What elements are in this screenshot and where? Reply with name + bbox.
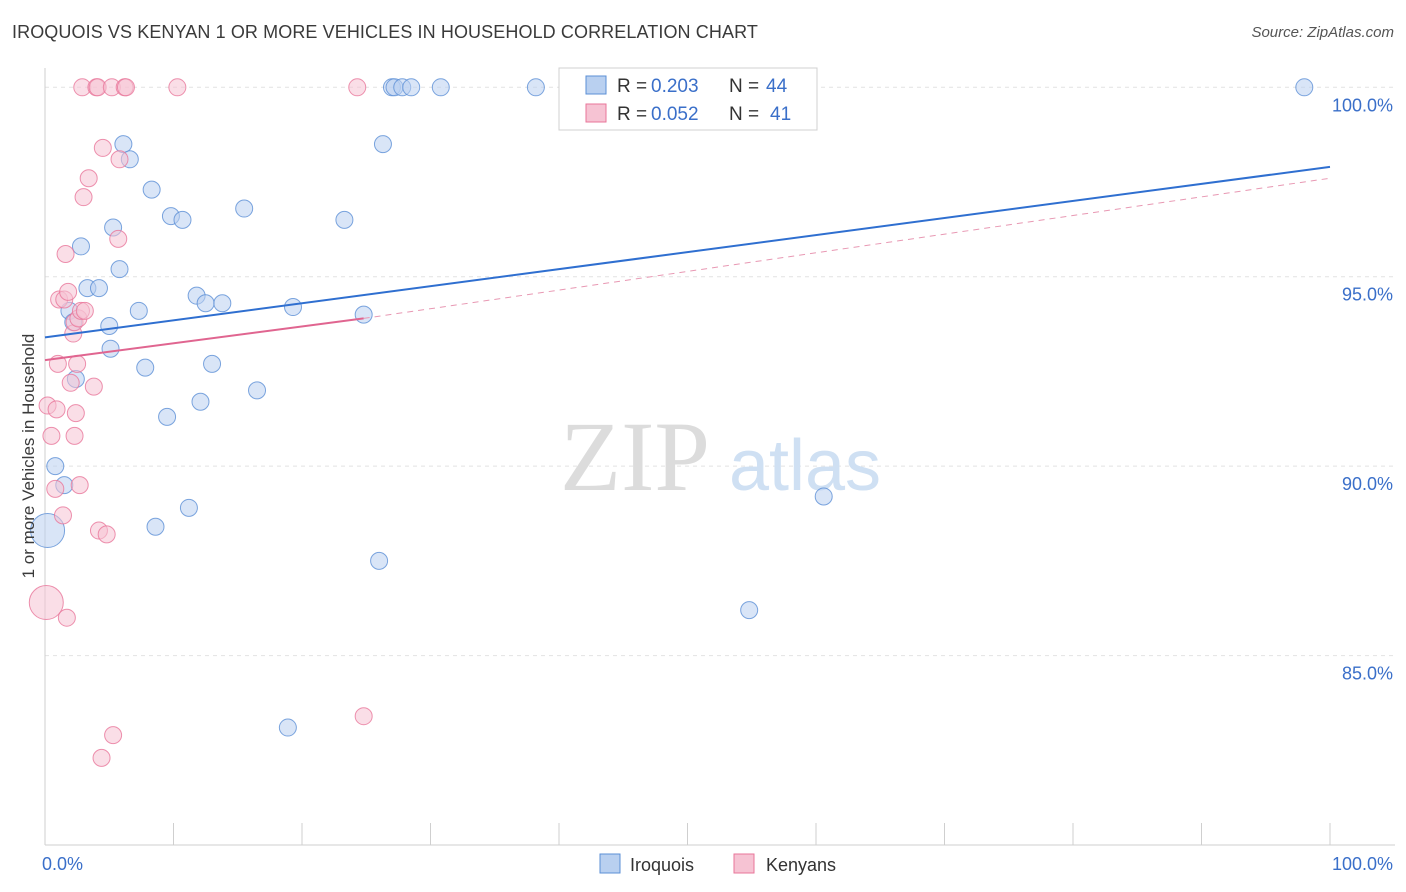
iroquois-point-25 [196, 294, 215, 313]
iroquois-point-34 [370, 551, 389, 570]
bottom-legend-label-iroquois: Iroquois [630, 855, 694, 875]
iroquois-point-24 [191, 392, 210, 411]
legend-r-label-kenyans: R = [617, 104, 647, 125]
kenyans-point-0 [28, 585, 64, 621]
kenyans-point-23 [75, 301, 94, 320]
kenyans-point-15 [65, 426, 84, 445]
kenyans-point-31 [97, 525, 116, 544]
y-tick-label-2: 90.0% [1342, 474, 1393, 494]
iroquois-point-40 [431, 78, 450, 97]
iroquois-point-22 [179, 498, 198, 517]
iroquois-point-1 [46, 457, 65, 476]
kenyans-point-16 [66, 404, 85, 423]
iroquois-point-35 [373, 135, 392, 154]
y-tick-label-1: 95.0% [1342, 285, 1393, 305]
legend-swatch-iroquois [585, 75, 607, 95]
iroquois-point-10 [101, 339, 120, 358]
kenyans-point-22 [74, 188, 93, 207]
legend-r-value-kenyans: 0.052 [651, 104, 699, 125]
legend-r-label-iroquois: R = [617, 76, 647, 97]
kenyans-point-3 [46, 479, 65, 498]
kenyans-point-2 [42, 426, 61, 445]
iroquois-point-0 [30, 513, 66, 549]
kenyans-point-37 [116, 78, 135, 97]
x-tick-label-0: 0.0% [42, 854, 83, 874]
iroquois-point-44 [1295, 78, 1314, 97]
kenyans-point-34 [109, 229, 128, 248]
x-tick-labels: 0.0% 100.0% [42, 854, 1393, 874]
iroquois-point-13 [114, 135, 133, 154]
series-legend: Iroquois Kenyans [599, 853, 836, 875]
kenyans-trend-extension [363, 177, 1331, 319]
iroquois-point-43 [814, 487, 833, 506]
kenyans-point-39 [348, 78, 367, 97]
iroquois-point-30 [278, 718, 297, 737]
iroquois-point-39 [402, 78, 421, 97]
kenyans-point-11 [59, 282, 78, 301]
kenyans-point-24 [79, 169, 98, 188]
iroquois-point-33 [354, 305, 373, 324]
y-tick-labels: 100.0% 95.0% 90.0% 85.0% [1332, 95, 1393, 683]
legend-n-label-iroquois: N = [729, 76, 759, 97]
iroquois-point-27 [213, 294, 232, 313]
source-label: Source: ZipAtlas.com [1251, 24, 1394, 41]
iroquois-point-31 [284, 298, 303, 317]
iroquois-point-12 [110, 260, 129, 279]
kenyans-point-4 [47, 400, 66, 419]
legend-r-value-iroquois: 0.203 [651, 76, 699, 97]
y-axis-label: 1 or more Vehicles in Household [19, 334, 38, 579]
kenyans-point-12 [61, 373, 80, 392]
iroquois-point-17 [142, 180, 161, 199]
chart-title: IROQUOIS VS KENYAN 1 OR MORE VEHICLES IN… [12, 22, 758, 42]
legend-swatch-kenyans [585, 103, 607, 123]
kenyans-point-9 [56, 245, 75, 263]
gridlines [45, 86, 1395, 657]
bottom-legend-label-kenyans: Kenyans [766, 855, 836, 875]
kenyans-point-7 [53, 506, 72, 525]
iroquois-point-18 [146, 517, 165, 536]
bottom-legend-swatch-iroquois [599, 853, 621, 874]
iroquois-point-41 [526, 78, 545, 97]
kenyans-trend-line [44, 317, 364, 362]
kenyans-point-40 [354, 707, 373, 726]
iroquois-point-15 [129, 301, 148, 320]
kenyans-point-38 [168, 78, 187, 97]
axes [44, 68, 1395, 846]
kenyans-point-33 [104, 726, 123, 745]
trend-lines [44, 165, 1331, 362]
iroquois-point-32 [335, 210, 354, 229]
bottom-legend-swatch-kenyans [733, 853, 755, 874]
kenyans-point-19 [70, 476, 89, 495]
legend-n-value-iroquois: 44 [766, 76, 788, 97]
iroquois-point-28 [235, 199, 254, 218]
kenyans-point-30 [93, 138, 112, 157]
iroquois-point-42 [740, 601, 759, 620]
kenyans-point-17 [68, 354, 87, 373]
iroquois-point-19 [158, 407, 177, 426]
kenyans-point-29 [92, 748, 111, 767]
stats-legend: R = 0.203 N = 44 R = 0.052 N = 41 [558, 67, 818, 131]
iroquois-point-21 [173, 210, 192, 229]
kenyans-point-10 [57, 608, 76, 627]
iroquois-point-8 [89, 279, 108, 298]
legend-n-value-kenyans: 41 [770, 104, 791, 125]
iroquois-point-6 [71, 237, 90, 256]
kenyans-point-25 [84, 377, 103, 396]
iroquois-point-26 [203, 354, 222, 373]
x-tick-label-1: 100.0% [1332, 854, 1393, 874]
iroquois-point-9 [100, 316, 119, 335]
iroquois-trend-line [44, 165, 1331, 339]
y-tick-label-0: 100.0% [1332, 95, 1393, 115]
watermark-zip: ZIP [560, 401, 710, 512]
y-tick-label-3: 85.0% [1342, 664, 1393, 684]
iroquois-point-16 [136, 358, 155, 377]
iroquois-point-29 [248, 381, 267, 400]
legend-n-label-kenyans: N = [729, 104, 759, 125]
watermark-atlas: atlas [729, 426, 881, 506]
kenyans-point-35 [110, 150, 129, 169]
